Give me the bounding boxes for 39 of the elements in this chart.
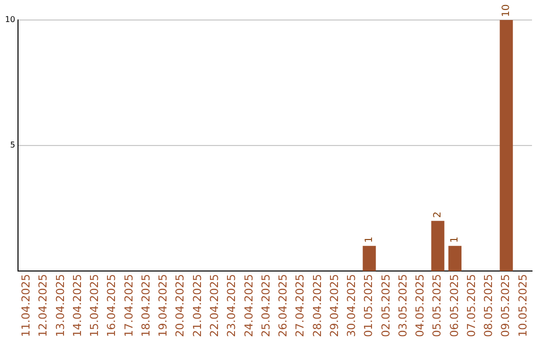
x-tick-label: 11.04.2025 <box>20 274 33 338</box>
x-tick-label: 18.04.2025 <box>139 274 152 338</box>
x-tick-label: 07.05.2025 <box>464 274 478 338</box>
x-tick-label: 02.05.2025 <box>379 274 392 338</box>
x-tick-label: 30.04.2025 <box>345 274 358 338</box>
x-tick-label: 24.04.2025 <box>242 274 256 338</box>
x-tick-label: 25.04.2025 <box>259 274 272 338</box>
x-tick-label: 12.04.2025 <box>36 274 50 338</box>
data-label: 10 <box>500 4 512 17</box>
x-tick-label: 29.04.2025 <box>328 274 341 338</box>
x-tick-label: 04.05.2025 <box>414 274 427 338</box>
x-tick-label: 22.04.2025 <box>208 274 222 338</box>
data-label: 1 <box>364 236 375 243</box>
x-tick-label: 06.05.2025 <box>448 274 461 338</box>
x-tick-label: 21.04.2025 <box>190 274 204 338</box>
x-tick-label: 14.04.2025 <box>70 274 84 338</box>
x-tick-label: 26.04.2025 <box>276 274 290 338</box>
data-label: 2 <box>432 211 444 218</box>
x-tick-label: 28.04.2025 <box>310 274 324 338</box>
bar <box>500 20 513 272</box>
x-tick-label: 15.04.2025 <box>88 274 102 338</box>
x-tick-label: 27.04.2025 <box>294 274 307 338</box>
bar <box>448 246 462 272</box>
x-tick-label: 03.05.2025 <box>396 274 410 338</box>
x-tick-label: 16.04.2025 <box>105 274 118 338</box>
x-tick-label: 10.05.2025 <box>516 274 530 338</box>
x-tick-label: 05.05.2025 <box>430 274 444 338</box>
x-tick-label: 17.04.2025 <box>122 274 136 338</box>
x-tick-label: 01.05.2025 <box>362 274 376 338</box>
x-tick-label: 13.04.2025 <box>54 274 67 338</box>
x-tick-label: 23.04.2025 <box>225 274 238 338</box>
x-tick-label: 20.04.2025 <box>174 274 187 338</box>
x-tick-label: 08.05.2025 <box>482 274 496 338</box>
x-tick-label: 19.04.2025 <box>156 274 170 338</box>
x-tick-label: 09.05.2025 <box>499 274 512 338</box>
data-label: 1 <box>450 236 461 243</box>
bar <box>362 246 376 272</box>
bar <box>431 220 444 272</box>
y-tick-label: 5 <box>10 140 16 150</box>
